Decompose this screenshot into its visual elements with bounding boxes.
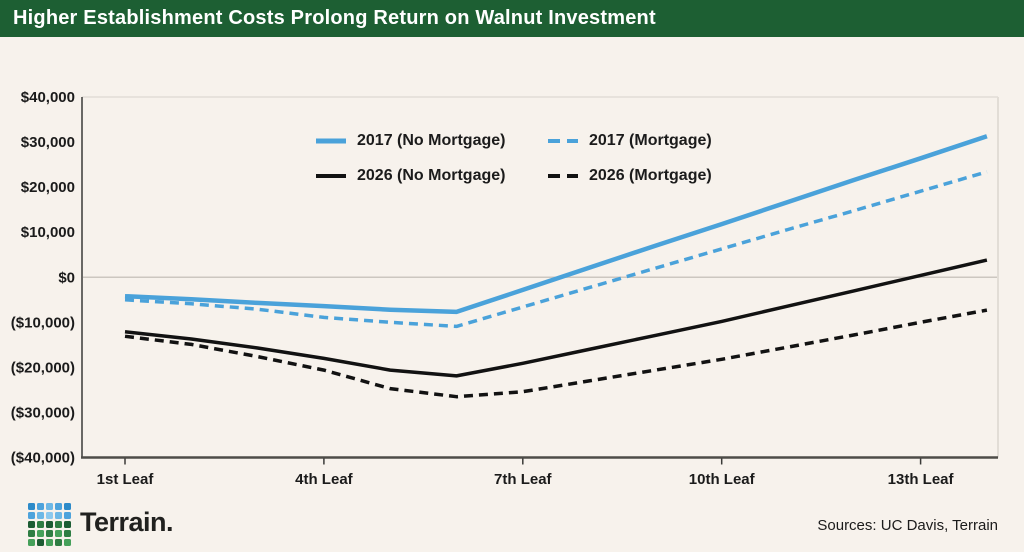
y-axis-label: ($40,000) [11, 450, 75, 467]
logo-square [64, 530, 71, 537]
logo-square [64, 539, 71, 546]
y-axis-label: $20,000 [21, 179, 75, 196]
logo-square [37, 530, 44, 537]
legend-line-sample-icon [316, 138, 346, 144]
terrain-logo-icon [28, 503, 71, 546]
series-line-2026-mortgage [124, 308, 988, 399]
logo-square [55, 521, 62, 528]
legend-label: 2017 (Mortgage) [589, 132, 712, 149]
y-axis-label: ($10,000) [11, 314, 75, 331]
legend-item: 2026 (Mortgage) [547, 167, 712, 185]
y-axis-label: $30,000 [21, 134, 75, 151]
legend-label: 2026 (Mortgage) [589, 167, 712, 184]
logo-square [46, 512, 53, 519]
logo-square [37, 512, 44, 519]
logo-square [37, 503, 44, 510]
legend-item: 2026 (No Mortgage) [315, 167, 547, 185]
logo-square [46, 503, 53, 510]
legend-line-sample-icon [548, 139, 578, 143]
page-title: Higher Establishment Costs Prolong Retur… [13, 7, 656, 29]
legend-item: 2017 (No Mortgage) [315, 132, 547, 150]
legend-label: 2026 (No Mortgage) [357, 167, 506, 184]
logo-square [64, 521, 71, 528]
logo-square [46, 539, 53, 546]
logo-square [55, 539, 62, 546]
logo-square [37, 539, 44, 546]
logo-square [46, 521, 53, 528]
y-axis-label: ($30,000) [11, 404, 75, 421]
header-bar: Higher Establishment Costs Prolong Retur… [0, 0, 1024, 37]
series-line-2017-mortgage [124, 170, 988, 329]
series-line-2017-no-mortgage [124, 134, 988, 315]
logo-square [28, 521, 35, 528]
x-axis-label: 7th Leaf [494, 471, 553, 488]
brand-name: Terrain. [80, 507, 174, 537]
y-axis-label: ($20,000) [11, 359, 75, 376]
logo-square [64, 512, 71, 519]
logo-square [28, 512, 35, 519]
footer: Terrain. Sources: UC Davis, Terrain [0, 497, 1024, 552]
logo-square [55, 530, 62, 537]
logo-square [28, 503, 35, 510]
sources-text: Sources: UC Davis, Terrain [817, 517, 998, 534]
logo-square [28, 539, 35, 546]
legend-item: 2017 (Mortgage) [547, 132, 712, 150]
x-axis-label: 10th Leaf [689, 471, 756, 488]
legend-label: 2017 (No Mortgage) [357, 132, 506, 149]
logo-square [55, 512, 62, 519]
logo-square [28, 530, 35, 537]
x-axis-label: 1st Leaf [97, 471, 155, 488]
y-axis-label: $40,000 [21, 89, 75, 106]
y-axis-label: $10,000 [21, 224, 75, 241]
legend-line-sample-icon [316, 174, 346, 178]
legend-line-sample-icon [548, 174, 578, 178]
logo-square [55, 503, 62, 510]
y-axis-label: $0 [58, 269, 75, 286]
logo-square [46, 530, 53, 537]
x-axis-label: 13th Leaf [888, 471, 955, 488]
x-axis-label: 4th Leaf [295, 471, 354, 488]
logo-square [64, 503, 71, 510]
chart-legend: 2017 (No Mortgage) 2017 (Mortgage) 2026 (N… [315, 132, 712, 185]
series-line-2026-no-mortgage [124, 258, 988, 378]
logo-square [37, 521, 44, 528]
